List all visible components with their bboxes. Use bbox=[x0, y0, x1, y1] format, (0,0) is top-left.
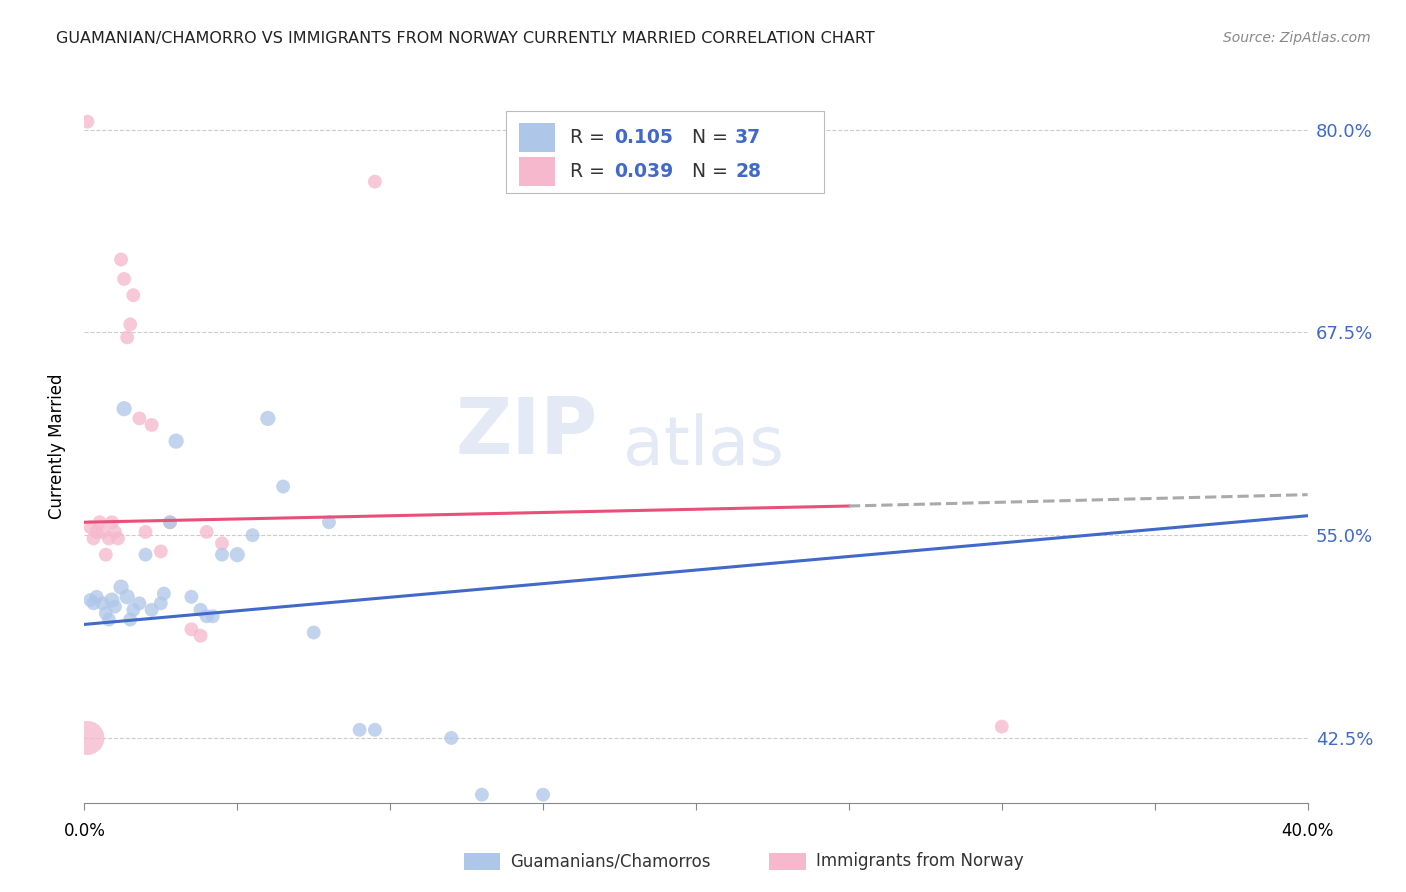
Point bbox=[211, 548, 233, 562]
Point bbox=[180, 622, 202, 636]
Point bbox=[318, 515, 340, 529]
Bar bbox=[519, 123, 555, 152]
Bar bbox=[464, 853, 501, 870]
Point bbox=[120, 318, 142, 332]
Point bbox=[190, 629, 212, 643]
Point bbox=[159, 515, 181, 529]
Point bbox=[149, 544, 172, 558]
Point bbox=[531, 788, 554, 802]
Point bbox=[226, 548, 249, 562]
Text: Source: ZipAtlas.com: Source: ZipAtlas.com bbox=[1223, 31, 1371, 45]
Point bbox=[83, 596, 105, 610]
Point bbox=[112, 401, 135, 416]
Point bbox=[122, 288, 145, 302]
Point bbox=[112, 272, 135, 286]
Point bbox=[153, 586, 176, 600]
Point bbox=[135, 548, 157, 562]
Point bbox=[104, 599, 127, 614]
Point bbox=[180, 590, 202, 604]
Point bbox=[91, 596, 114, 610]
Text: R =: R = bbox=[569, 161, 610, 181]
Point bbox=[201, 609, 224, 624]
Point bbox=[110, 580, 132, 594]
Text: N =: N = bbox=[692, 128, 734, 147]
Bar bbox=[769, 853, 806, 870]
Point bbox=[195, 524, 218, 539]
Point bbox=[141, 603, 163, 617]
FancyBboxPatch shape bbox=[506, 111, 824, 193]
Point bbox=[271, 479, 294, 493]
Point bbox=[195, 609, 218, 624]
Text: 28: 28 bbox=[735, 161, 761, 181]
Point bbox=[669, 845, 692, 859]
Point bbox=[165, 434, 187, 449]
Point bbox=[135, 524, 157, 539]
Point bbox=[349, 723, 371, 737]
Text: GUAMANIAN/CHAMORRO VS IMMIGRANTS FROM NORWAY CURRENTLY MARRIED CORRELATION CHART: GUAMANIAN/CHAMORRO VS IMMIGRANTS FROM NO… bbox=[56, 31, 875, 46]
Text: 37: 37 bbox=[735, 128, 761, 147]
Point bbox=[115, 330, 138, 344]
Point bbox=[302, 625, 325, 640]
Point bbox=[86, 524, 108, 539]
Point bbox=[364, 723, 387, 737]
Point bbox=[471, 788, 494, 802]
Y-axis label: Currently Married: Currently Married bbox=[48, 373, 66, 519]
Point bbox=[97, 613, 120, 627]
Point bbox=[141, 417, 163, 432]
Text: Guamanians/Chamorros: Guamanians/Chamorros bbox=[510, 853, 710, 871]
Point bbox=[94, 548, 117, 562]
Point bbox=[115, 590, 138, 604]
Point bbox=[79, 520, 101, 534]
Point bbox=[120, 613, 142, 627]
Point bbox=[122, 603, 145, 617]
Point bbox=[991, 720, 1014, 734]
Point bbox=[83, 532, 105, 546]
Point bbox=[257, 411, 280, 425]
Point bbox=[364, 175, 387, 189]
Point bbox=[101, 515, 124, 529]
Point bbox=[86, 590, 108, 604]
Point bbox=[107, 532, 129, 546]
Point bbox=[110, 252, 132, 267]
Point bbox=[94, 606, 117, 620]
Point bbox=[128, 596, 150, 610]
Point bbox=[97, 532, 120, 546]
Point bbox=[128, 411, 150, 425]
Text: 0.105: 0.105 bbox=[614, 128, 673, 147]
Point bbox=[79, 593, 101, 607]
Text: Immigrants from Norway: Immigrants from Norway bbox=[815, 853, 1024, 871]
Point bbox=[76, 731, 98, 745]
Text: N =: N = bbox=[692, 161, 734, 181]
Text: 0.0%: 0.0% bbox=[63, 822, 105, 840]
Point bbox=[159, 515, 181, 529]
Text: ZIP: ZIP bbox=[456, 393, 598, 470]
Point bbox=[76, 114, 98, 128]
Point bbox=[211, 536, 233, 550]
Point bbox=[104, 524, 127, 539]
Point bbox=[190, 603, 212, 617]
Text: 0.039: 0.039 bbox=[614, 161, 673, 181]
Text: R =: R = bbox=[569, 128, 610, 147]
Point bbox=[440, 731, 463, 745]
Point bbox=[91, 524, 114, 539]
Text: atlas: atlas bbox=[623, 413, 783, 479]
Point bbox=[101, 593, 124, 607]
Point bbox=[242, 528, 264, 542]
Point bbox=[149, 596, 172, 610]
Text: 40.0%: 40.0% bbox=[1281, 822, 1334, 840]
Bar bbox=[519, 157, 555, 186]
Point bbox=[89, 515, 111, 529]
